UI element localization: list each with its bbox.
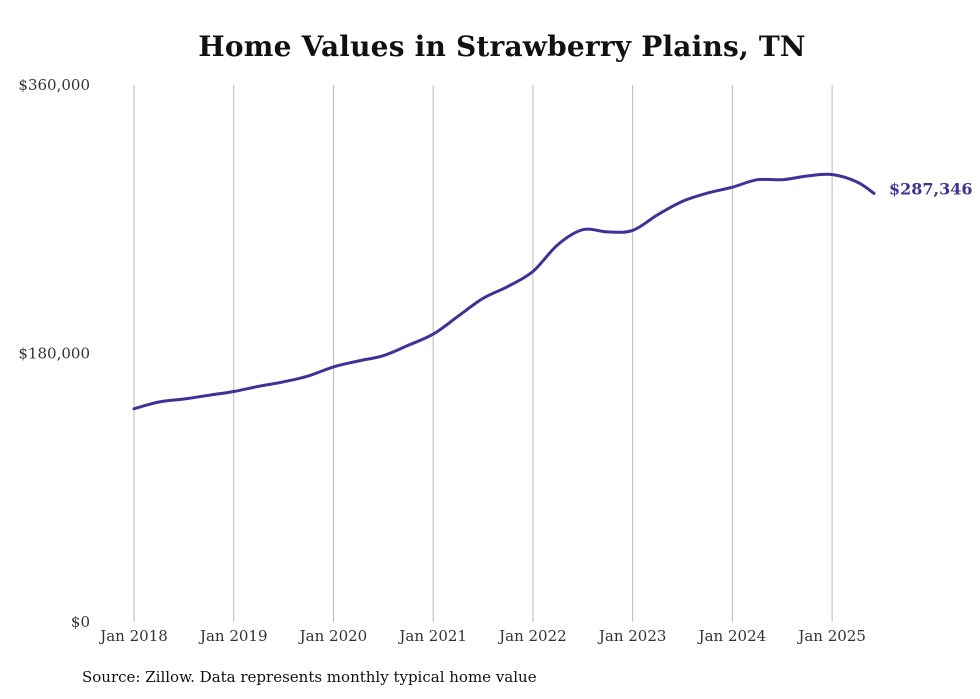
- x-tick-label: Jan 2022: [497, 627, 567, 645]
- x-tick-label: Jan 2018: [98, 627, 168, 645]
- x-tick-label: Jan 2021: [397, 627, 467, 645]
- x-tick-label: Jan 2019: [198, 627, 268, 645]
- chart-title: Home Values in Strawberry Plains, TN: [198, 30, 806, 63]
- source-note: Source: Zillow. Data represents monthly …: [82, 668, 537, 686]
- x-tick-label: Jan 2020: [298, 627, 368, 645]
- x-tick-label: Jan 2023: [597, 627, 667, 645]
- series-line: [132, 172, 876, 411]
- y-tick-label: $360,000: [18, 76, 90, 94]
- series-layer: $287,346: [132, 172, 973, 411]
- x-tick-label: Jan 2024: [697, 627, 767, 645]
- x-tick-label: Jan 2025: [796, 627, 866, 645]
- grid-lines: [133, 85, 833, 622]
- y-tick-label: $180,000: [18, 345, 90, 363]
- y-tick-label: $0: [71, 613, 90, 631]
- end-value-label: $287,346: [889, 179, 973, 198]
- x-axis-ticks: Jan 2018 Jan 2019 Jan 2020 Jan 2021 Jan 2022…: [98, 627, 866, 645]
- y-axis-ticks: $0 $180,000 $360,000: [18, 76, 90, 631]
